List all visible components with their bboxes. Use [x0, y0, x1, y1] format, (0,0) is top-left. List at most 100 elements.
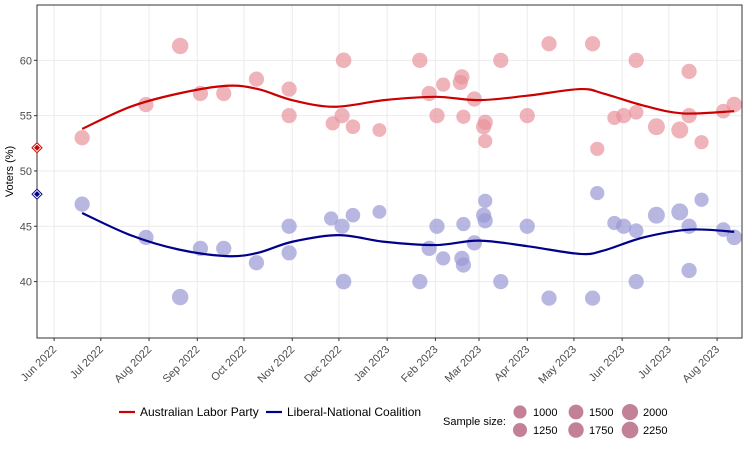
alp-trend-line — [81, 84, 735, 130]
x-tick-label: Aug 2023 — [680, 344, 722, 386]
lnp-poll-point — [493, 273, 509, 290]
y-axis: 40 45 50 55 60 — [20, 55, 37, 289]
lnp-poll-point — [248, 255, 265, 271]
alp-poll-point — [616, 108, 632, 124]
lnp-poll-point — [372, 204, 387, 219]
lnp-poll-point — [716, 222, 731, 237]
size-legend-circle — [568, 404, 584, 420]
lnp-poll-point — [590, 185, 605, 201]
lnp-poll-point — [412, 273, 428, 290]
alp-election-marker — [31, 142, 43, 154]
size-legend-circle — [513, 405, 527, 419]
y-tick-label: 45 — [20, 221, 32, 233]
lnp-poll-point — [74, 196, 90, 212]
x-tick-label: Jan 2023 — [352, 344, 392, 384]
lnp-poll-point — [628, 273, 644, 290]
alp-poll-point — [541, 36, 557, 52]
lnp-poll-point — [541, 290, 557, 306]
lnp-poll-point — [455, 257, 472, 273]
alp-poll-point — [590, 141, 605, 156]
alp-poll-point — [334, 108, 350, 124]
alp-poll-point — [456, 109, 471, 124]
lnp-poll-point — [647, 206, 665, 224]
alp-poll-point — [681, 108, 697, 124]
alp-poll-point — [421, 85, 437, 102]
alp-poll-point — [216, 85, 232, 102]
lnp-poll-point — [281, 218, 297, 234]
x-axis: Jun 2022 Jul 2022 Aug 2022 Sep 2022 Oct 2022… — [19, 338, 722, 386]
size-legend-item: 1750 — [568, 422, 613, 438]
plot-border — [36, 4, 743, 339]
legend-label-alp: Australian Labor Party — [140, 405, 259, 419]
size-legend-circle — [621, 403, 639, 421]
alp-poll-point — [171, 37, 189, 55]
alp-poll-point — [519, 108, 535, 124]
lnp-poll-point — [429, 218, 445, 234]
size-legend-label: 1750 — [589, 425, 613, 437]
legend-label-lnp: Liberal-National Coalition — [287, 405, 421, 419]
alp-poll-point — [478, 133, 493, 149]
diamond-fill — [34, 191, 40, 198]
size-legend-circle — [621, 421, 639, 439]
lnp-poll-point — [421, 240, 437, 257]
lnp-poll-point — [216, 240, 232, 257]
x-tick-label: Apr 2023 — [492, 344, 532, 384]
diamond-fill — [34, 144, 40, 151]
data-points — [74, 36, 742, 306]
alp-poll-point — [584, 36, 601, 52]
lnp-poll-point — [694, 192, 709, 207]
lnp-poll-point — [726, 229, 742, 246]
lnp-poll-point — [334, 218, 350, 234]
alp-poll-point — [412, 52, 428, 68]
trend-lines — [81, 84, 735, 258]
lnp-poll-point — [436, 251, 451, 266]
x-tick-label: Sep 2022 — [161, 344, 203, 386]
legend-item-alp: Australian Labor Party — [119, 405, 259, 419]
alp-poll-point — [628, 52, 644, 68]
alp-poll-point — [628, 105, 644, 120]
alp-poll-point — [647, 118, 665, 136]
alp-poll-point — [452, 74, 468, 91]
alp-poll-point — [281, 81, 297, 97]
x-tick-label: Jun 2023 — [587, 344, 627, 384]
legend-item-lnp: Liberal-National Coalition — [266, 405, 421, 419]
lnp-poll-point — [456, 216, 471, 232]
alp-poll-point — [694, 135, 709, 150]
size-legend-title: Sample size: — [443, 416, 506, 428]
size-legend-item: 2000 — [621, 403, 667, 421]
size-legend-item: 1500 — [568, 404, 613, 420]
lnp-poll-point — [466, 235, 482, 251]
alp-poll-point — [281, 108, 297, 124]
lnp-poll-point — [324, 211, 339, 226]
alp-poll-point — [248, 71, 265, 87]
legend: Australian Labor Party Liberal-National C… — [119, 403, 667, 439]
size-legend-label: 1500 — [589, 407, 613, 419]
y-tick-label: 40 — [20, 277, 32, 289]
size-legend-label: 1000 — [533, 407, 557, 419]
alp-poll-point — [372, 123, 387, 137]
y-tick-label: 50 — [20, 166, 32, 178]
x-tick-label: Feb 2023 — [399, 344, 440, 385]
lnp-poll-point — [519, 218, 535, 234]
size-legend-item: 1000 — [513, 405, 557, 419]
x-tick-label: Mar 2023 — [443, 344, 484, 385]
alp-poll-point — [671, 121, 689, 139]
size-legend-circle — [512, 422, 528, 438]
lnp-poll-point — [616, 218, 632, 234]
lnp-poll-point — [477, 213, 493, 229]
lnp-poll-point — [478, 193, 493, 208]
x-tick-label: May 2023 — [536, 344, 579, 387]
election-markers — [31, 142, 43, 200]
lnp-poll-point — [335, 273, 352, 290]
lnp-election-marker — [31, 188, 43, 200]
lnp-poll-point — [584, 290, 601, 306]
lnp-trend-line — [81, 211, 735, 258]
x-tick-label: Jun 2022 — [19, 344, 59, 384]
alp-poll-point — [493, 52, 509, 68]
size-legend-label: 2250 — [643, 425, 667, 437]
x-tick-label: Jul 2022 — [68, 344, 106, 382]
x-tick-label: Nov 2022 — [256, 344, 298, 386]
alp-poll-point — [335, 52, 352, 69]
y-axis-title: Voters (%) — [4, 146, 16, 197]
